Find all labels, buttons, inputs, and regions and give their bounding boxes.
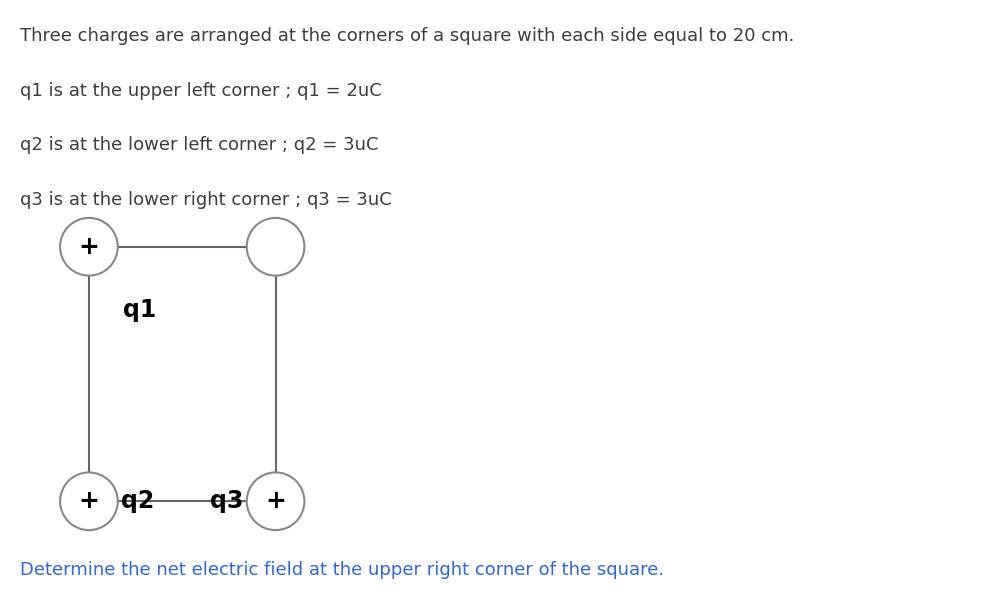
Text: q1 is at the upper left corner ; q1 = 2uC: q1 is at the upper left corner ; q1 = 2u… bbox=[20, 82, 382, 100]
Text: +: + bbox=[265, 489, 286, 513]
Text: +: + bbox=[78, 489, 99, 513]
Text: q3: q3 bbox=[210, 489, 243, 513]
Text: q1: q1 bbox=[123, 298, 156, 322]
Circle shape bbox=[246, 218, 305, 276]
Text: q3 is at the lower right corner ; q3 = 3uC: q3 is at the lower right corner ; q3 = 3… bbox=[20, 191, 392, 209]
Text: q2 is at the lower left corner ; q2 = 3uC: q2 is at the lower left corner ; q2 = 3u… bbox=[20, 136, 378, 155]
Text: +: + bbox=[78, 235, 99, 259]
Text: Determine the net electric field at the upper right corner of the square.: Determine the net electric field at the … bbox=[20, 561, 664, 579]
Circle shape bbox=[246, 473, 305, 530]
Text: Three charges are arranged at the corners of a square with each side equal to 20: Three charges are arranged at the corner… bbox=[20, 27, 794, 45]
Circle shape bbox=[60, 218, 118, 276]
Circle shape bbox=[60, 473, 118, 530]
Text: q2: q2 bbox=[122, 489, 154, 513]
